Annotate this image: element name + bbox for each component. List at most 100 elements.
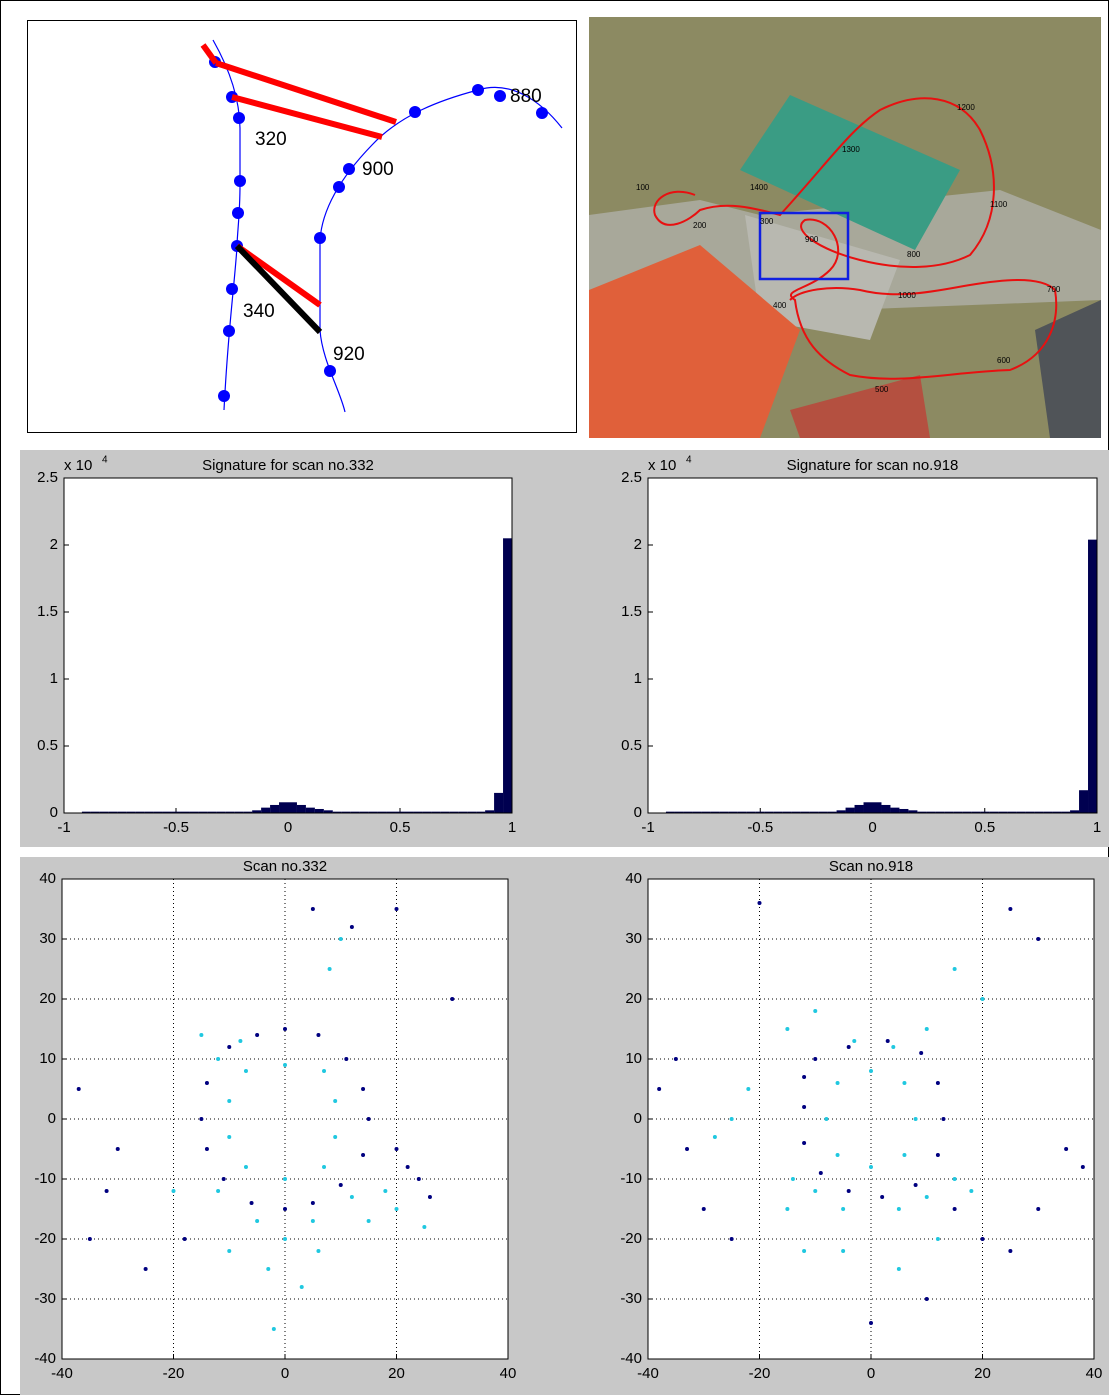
histogram-bar: [198, 811, 208, 813]
scan-point: [746, 1087, 751, 1091]
aerial-map: 100 200 300 400 500 600 700 800 900 1000…: [589, 17, 1101, 438]
match-lines: [200, 43, 397, 308]
scan-point: [824, 1117, 829, 1121]
map-label: 800: [907, 250, 921, 259]
histogram-bar: [863, 802, 873, 813]
histogram-bar: [899, 808, 909, 813]
map-label: 300: [760, 217, 774, 226]
diagram-frame: [27, 20, 577, 433]
y-multiplier: x 10: [648, 457, 676, 474]
scan-point: [349, 1195, 354, 1199]
histogram-bar: [81, 811, 91, 813]
histogram-bar: [881, 804, 891, 813]
scan-point: [802, 1141, 807, 1145]
histogram-bar: [728, 811, 738, 813]
y-tick-label: -20: [34, 1230, 56, 1247]
trajectory-points: [209, 56, 548, 402]
histogram-bar: [305, 807, 315, 813]
histogram-bar: [395, 811, 405, 813]
x-tick-label: 1: [508, 819, 516, 836]
y-tick-label: 20: [625, 990, 642, 1007]
histogram-bar: [180, 811, 190, 813]
histogram-bar: [683, 811, 693, 813]
y-multiplier-exponent: 4: [686, 455, 692, 466]
y-tick-label: 30: [625, 930, 642, 947]
scan-point: [1008, 1249, 1013, 1253]
histogram-bar: [350, 811, 360, 813]
label: 900: [362, 159, 394, 180]
y-multiplier: x 10: [64, 457, 92, 474]
histogram-bar: [1025, 811, 1035, 813]
histogram-bar: [144, 811, 154, 813]
chart-title: Scan no.332: [243, 858, 327, 875]
histogram-bar: [872, 802, 882, 813]
histogram-bar: [117, 811, 127, 813]
scan-point: [852, 1039, 857, 1043]
map-roof: [740, 95, 960, 250]
plot-area: [648, 478, 1097, 813]
y-tick-label: 40: [39, 870, 56, 887]
scan-point: [255, 1219, 260, 1223]
scan-point: [394, 1207, 399, 1211]
scan-point: [952, 967, 957, 971]
scan-point: [913, 1183, 918, 1187]
histogram-bar: [1034, 811, 1044, 813]
histogram-bar: [935, 811, 945, 813]
histogram-bar: [332, 811, 342, 813]
scan-point: [283, 1237, 287, 1241]
scan-point: [790, 1177, 795, 1181]
histogram-bar: [800, 811, 810, 813]
scan-point: [980, 997, 985, 1001]
y-tick-label: 0: [634, 804, 642, 821]
histogram-bar: [323, 810, 333, 813]
y-tick-label: 20: [39, 990, 56, 1007]
scan-point: [880, 1195, 885, 1199]
histogram-bar: [674, 811, 684, 813]
scan-point: [333, 1135, 338, 1139]
map-label: 1400: [750, 183, 768, 192]
scan-point: [338, 1183, 343, 1187]
scan-point: [204, 1147, 209, 1151]
scan-point: [813, 1009, 818, 1013]
scan-point: [143, 1267, 148, 1271]
histogram-bar: [216, 811, 226, 813]
y-tick-label: 2: [50, 536, 58, 553]
plot-area: [64, 478, 512, 813]
scan-point: [869, 1165, 873, 1169]
x-tick-label: -20: [749, 1365, 771, 1382]
scan-point: [227, 1045, 232, 1049]
map-label: 900: [805, 235, 819, 244]
scan-point: [1036, 1207, 1041, 1211]
y-tick-label: 1: [634, 670, 642, 687]
match-line: [234, 243, 323, 335]
scan-point: [685, 1147, 690, 1151]
scan-point: [1080, 1165, 1085, 1169]
map-label: 1100: [990, 200, 1008, 209]
histogram-bar: [944, 811, 954, 813]
plot-frame: [647, 477, 1098, 814]
histogram-bar: [494, 792, 504, 813]
scan-point: [935, 1237, 940, 1241]
plot-frame: [61, 878, 509, 1360]
scan-point: [344, 1057, 349, 1061]
histogram-bar: [162, 811, 172, 813]
histogram-bar: [917, 811, 927, 813]
scan-point: [338, 937, 343, 941]
histogram-bar: [458, 811, 468, 813]
y-tick-label: -40: [34, 1350, 56, 1367]
histogram-bar: [764, 811, 774, 813]
y-tick-label: 1: [50, 670, 58, 687]
scan-point: [802, 1105, 807, 1109]
histogram-bar: [1061, 811, 1071, 813]
histogram-bar: [413, 811, 423, 813]
scan-point: [924, 1195, 929, 1199]
scan-point: [199, 1033, 204, 1037]
histogram-bar: [296, 804, 306, 813]
histogram-bar: [962, 811, 972, 813]
histogram-bar: [836, 810, 846, 813]
scan-point: [310, 1201, 315, 1205]
y-tick-label: -10: [620, 1170, 642, 1187]
histogram-bar: [90, 811, 100, 813]
label: 880: [510, 86, 542, 107]
label: 920: [333, 344, 365, 365]
